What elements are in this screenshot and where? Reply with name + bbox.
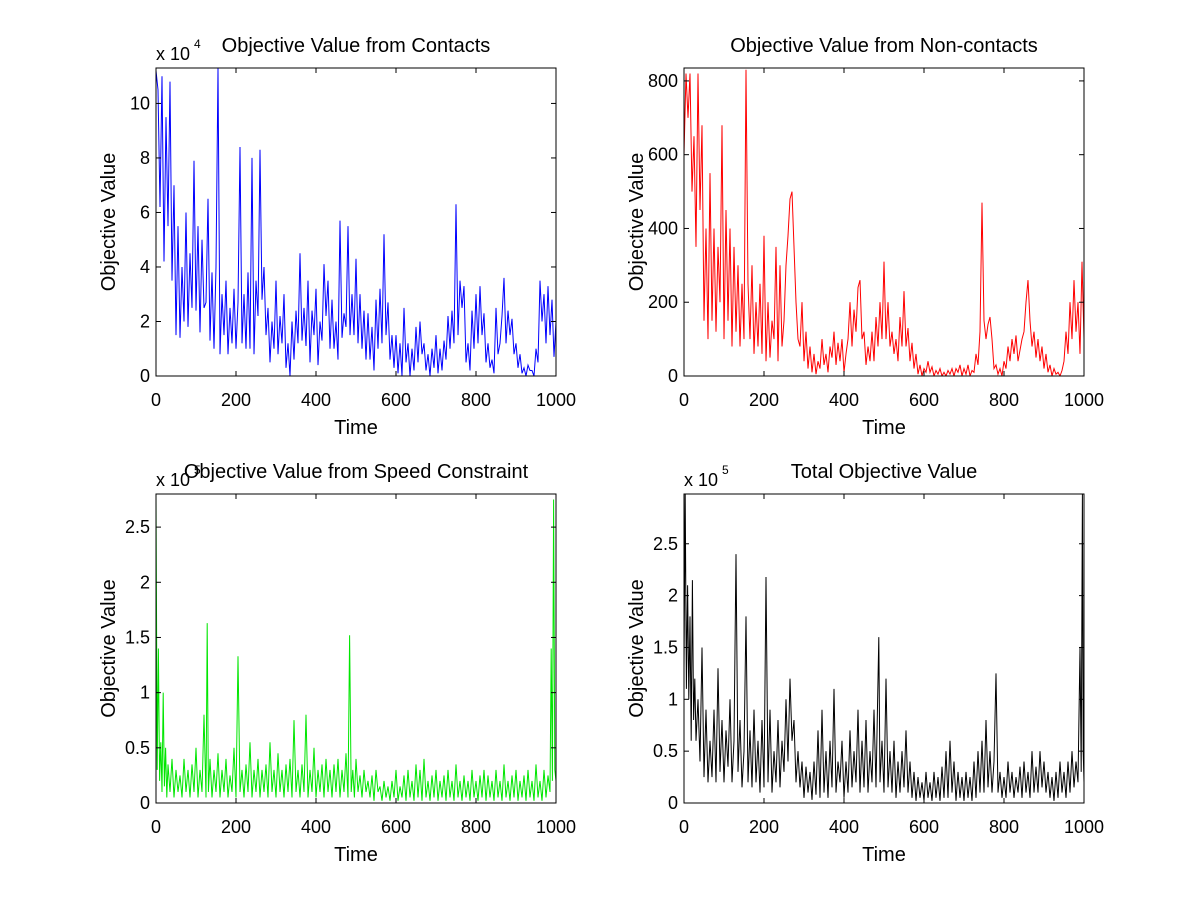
y-tick-label: 10 [130,93,150,113]
x-tick-label: 200 [749,817,779,837]
scale-multiplier: x 10 [156,470,190,490]
x-axis-label: Time [334,844,378,866]
x-tick-label: 0 [679,390,689,410]
y-tick-label: 1 [668,689,678,709]
axes-box [683,67,1085,377]
y-tick-label: 800 [648,71,678,91]
chart-title: Objective Value from Non-contacts [730,35,1038,57]
scale-exponent: 5 [194,463,201,477]
x-axis-label: Time [862,844,906,866]
x-tick-label: 400 [829,817,859,837]
series-line-1 [684,69,1084,376]
x-tick-label: 600 [381,817,411,837]
chart-panel-3: 0 200 400 600 800 1000 0 0.5 1 1.5 2 2.5 Time Objecti… [98,461,576,866]
y-tick-label: 1.5 [125,627,150,647]
scale-exponent: 4 [194,37,201,51]
x-tick-label: 200 [749,390,779,410]
y-axis-label: Objective Value [626,153,648,292]
x-tick-label: 200 [221,817,251,837]
series-line-1 [156,68,556,376]
x-tick-label: 800 [461,390,491,410]
series-line-1 [684,494,1084,801]
axes-box [155,493,557,804]
scale-exponent: 5 [722,463,729,477]
y-axis-label: Objective Value [98,579,120,718]
y-tick-label: 1.5 [653,637,678,657]
axes-box [155,67,557,377]
y-tick-label: 0.5 [653,741,678,761]
chart-panel-2: 0 200 400 600 800 1000 0 200 400 600 800 Time Object… [626,35,1104,439]
y-tick-label: 0.5 [125,738,150,758]
y-tick-label: 2 [140,572,150,592]
chart-title: Objective Value from Speed Constraint [184,461,529,483]
chart-panel-1: 0 200 400 600 800 1000 0 2 4 6 8 10 Time Objective Va… [98,35,576,439]
x-tick-label: 1000 [1064,817,1104,837]
series-line-1 [156,494,556,801]
scale-multiplier: x 10 [156,44,190,64]
x-tick-label: 600 [909,390,939,410]
chart-panel-4: 0 200 400 600 800 1000 0 0.5 1 1.5 2 2.5 Time Objecti… [626,461,1104,866]
x-tick-label: 0 [679,817,689,837]
x-tick-label: 800 [989,390,1019,410]
scale-multiplier: x 10 [684,470,718,490]
chart-title: Objective Value from Contacts [222,35,491,57]
y-tick-label: 4 [140,257,150,277]
x-tick-label: 1000 [1064,390,1104,410]
y-tick-label: 2 [140,311,150,331]
y-axis-label: Objective Value [626,579,648,718]
plot-area [156,68,556,376]
x-tick-label: 200 [221,390,251,410]
y-tick-label: 200 [648,292,678,312]
y-tick-label: 2 [668,586,678,606]
x-tick-label: 600 [381,390,411,410]
axes-box [683,493,1085,804]
y-tick-label: 1 [140,683,150,703]
y-tick-label: 400 [648,218,678,238]
x-tick-label: 400 [829,390,859,410]
y-tick-label: 0 [668,366,678,386]
x-tick-label: 0 [151,390,161,410]
y-tick-label: 8 [140,148,150,168]
plot-area [156,494,556,803]
x-tick-label: 1000 [536,817,576,837]
x-tick-label: 1000 [536,390,576,410]
y-tick-label: 0 [140,366,150,386]
x-tick-label: 0 [151,817,161,837]
y-axis-label: Objective Value [98,153,120,292]
y-tick-label: 2.5 [653,534,678,554]
x-tick-label: 600 [909,817,939,837]
chart-title: Total Objective Value [791,461,977,483]
x-tick-label: 800 [461,817,491,837]
y-tick-label: 2.5 [125,517,150,537]
y-tick-label: 0 [668,793,678,813]
x-axis-label: Time [334,417,378,439]
x-axis-label: Time [862,417,906,439]
y-tick-label: 6 [140,202,150,222]
y-tick-label: 0 [140,793,150,813]
x-tick-label: 400 [301,817,331,837]
x-tick-label: 400 [301,390,331,410]
x-tick-label: 800 [989,817,1019,837]
y-tick-label: 600 [648,145,678,165]
